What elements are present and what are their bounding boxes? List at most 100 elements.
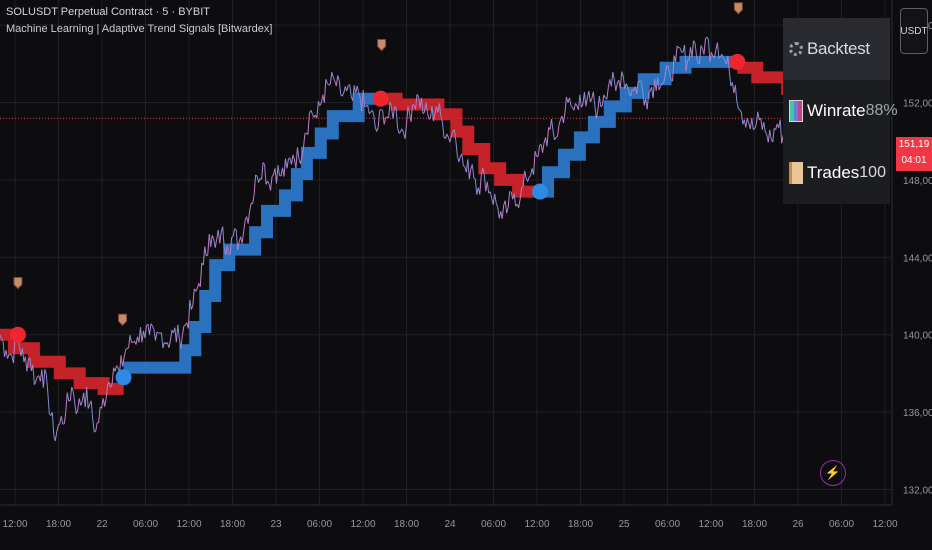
price-wick xyxy=(479,174,482,195)
price-wick xyxy=(710,52,714,57)
price-wick xyxy=(169,330,173,341)
sell-signal-dot xyxy=(9,326,26,343)
shield-icon xyxy=(118,313,128,326)
price-wick xyxy=(467,159,470,180)
price-wick xyxy=(401,128,405,133)
price-wick xyxy=(2,340,5,357)
price-wick xyxy=(495,202,499,208)
price-wick xyxy=(552,130,556,141)
price-wick xyxy=(530,168,533,176)
winrate-label-group: Winrate xyxy=(789,100,866,122)
price-wick xyxy=(721,54,724,59)
currency-button[interactable]: USDT xyxy=(900,8,928,54)
price-wick xyxy=(754,124,757,129)
price-wick xyxy=(736,101,739,109)
price-wick xyxy=(120,355,124,367)
price-wick xyxy=(684,44,687,72)
price-wick xyxy=(630,89,633,97)
price-wick xyxy=(731,82,735,94)
price-wick xyxy=(45,374,49,393)
price-wick xyxy=(446,133,449,138)
indicator-title[interactable]: Machine Learning | Adaptive Trend Signal… xyxy=(6,23,273,35)
price-wick xyxy=(33,380,37,385)
price-wick xyxy=(706,36,709,41)
time-tick-label: 12:00 xyxy=(698,519,723,530)
trades-value: 100 xyxy=(859,164,886,181)
price-wick xyxy=(54,431,58,441)
lightning-icon[interactable]: ⚡ xyxy=(820,460,846,486)
price-wick xyxy=(190,305,194,310)
price-wick xyxy=(199,262,203,287)
winrate-value: 88% xyxy=(865,102,898,119)
backtest-header: Backtest xyxy=(783,18,890,80)
price-wick xyxy=(87,404,91,409)
price-wick xyxy=(594,106,597,119)
time-tick-label: 06:00 xyxy=(133,519,158,530)
bull-trend-segment xyxy=(123,92,381,374)
gear-icon xyxy=(789,42,803,56)
price-wick xyxy=(325,78,328,84)
price-wick xyxy=(577,94,581,110)
price-wick xyxy=(373,114,376,127)
price-wick xyxy=(489,191,493,199)
price-wick xyxy=(135,336,138,345)
price-wick xyxy=(183,324,186,327)
trades-label: Trades xyxy=(807,163,860,182)
time-axis[interactable]: 12:00 18:00 22 06:00 12:00 18:00 23 06:00 12:00 1… xyxy=(2,519,897,530)
price-wick xyxy=(338,80,342,95)
price-wick xyxy=(104,398,107,407)
time-tick-label: 26 xyxy=(792,519,804,530)
price-tick-label: 152,00 xyxy=(903,99,932,110)
price-wick xyxy=(77,398,80,411)
shield-icon xyxy=(13,276,23,290)
price-wick xyxy=(32,364,35,385)
price-wick xyxy=(376,127,379,132)
price-wick xyxy=(757,111,760,121)
price-wick xyxy=(416,94,419,98)
price-wick xyxy=(231,235,234,238)
price-wick xyxy=(598,95,602,107)
price-wick xyxy=(374,126,378,132)
price-wick xyxy=(319,102,322,106)
price-wick xyxy=(24,356,28,372)
price-wick xyxy=(202,246,206,266)
price-wick xyxy=(380,109,383,111)
price-wick xyxy=(418,96,421,108)
signal-markers xyxy=(9,53,746,386)
trades-label-group: Trades xyxy=(789,162,859,184)
price-wick xyxy=(258,178,261,183)
bar-chart-icon xyxy=(789,100,803,122)
price-wick xyxy=(432,113,436,122)
price-wick xyxy=(356,85,360,93)
price-wick xyxy=(343,86,346,94)
price-wick xyxy=(160,332,164,349)
price-wick xyxy=(105,384,109,399)
price-wick xyxy=(740,112,744,125)
price-wick xyxy=(698,45,702,64)
winrate-label: Winrate xyxy=(807,101,866,120)
price-wick xyxy=(675,46,678,62)
price-wick xyxy=(1,338,4,342)
price-wick xyxy=(497,207,500,219)
price-wick xyxy=(716,42,720,59)
price-wick xyxy=(122,357,125,367)
price-wick xyxy=(219,232,222,244)
price-wick xyxy=(353,85,357,94)
price-wick xyxy=(685,59,689,72)
bar-countdown: 04:01 xyxy=(901,155,927,166)
price-wick xyxy=(114,365,118,372)
price-wick xyxy=(615,82,618,92)
price-wick xyxy=(610,72,614,87)
price-wick xyxy=(737,107,741,111)
price-wick xyxy=(68,400,71,402)
price-wick xyxy=(264,164,267,185)
price-wick xyxy=(80,401,83,406)
price-wick xyxy=(154,331,158,341)
price-wick xyxy=(196,283,200,289)
price-wick xyxy=(537,145,541,157)
price-wick xyxy=(283,158,286,177)
price-wick xyxy=(26,358,29,372)
price-wick xyxy=(542,143,545,153)
